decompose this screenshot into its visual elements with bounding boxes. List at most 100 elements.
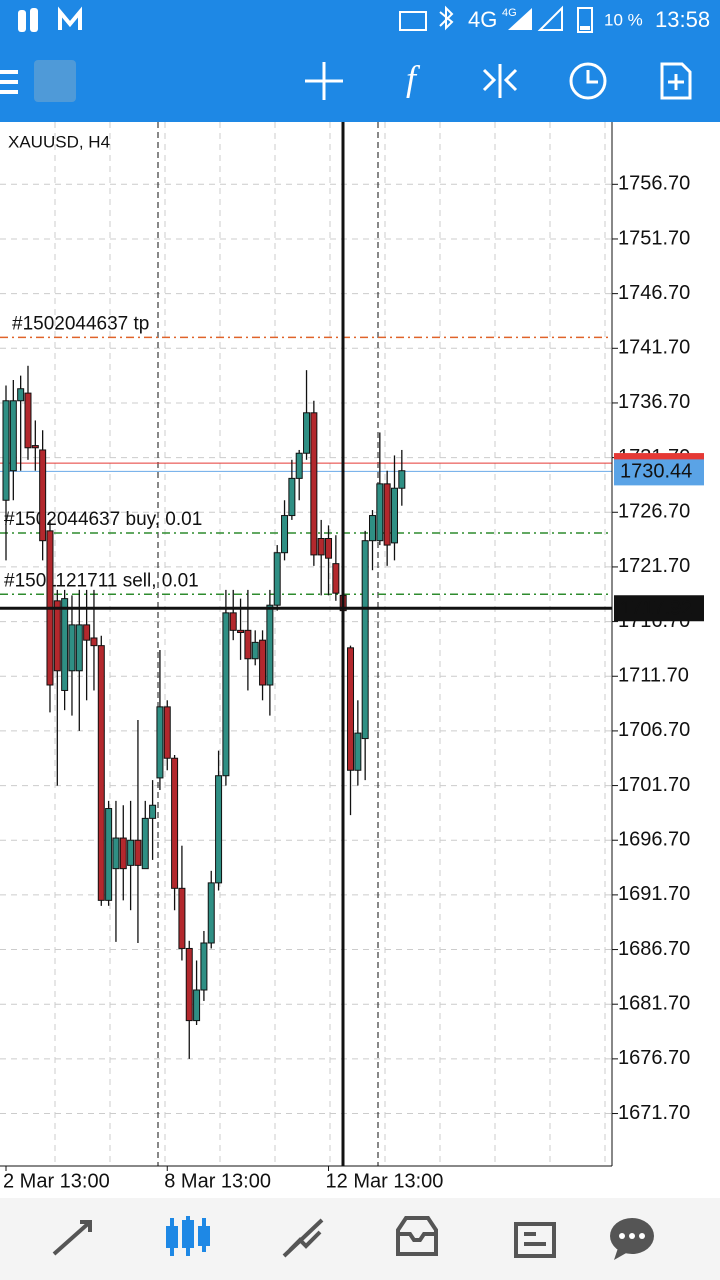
menu-button[interactable] <box>0 70 18 94</box>
x-tick-label: 8 Mar 13:00 <box>164 1170 271 1192</box>
candle-body <box>119 837 127 870</box>
candle-body <box>134 839 142 866</box>
candle-body <box>127 839 135 866</box>
candle-body <box>31 445 39 449</box>
candle-body <box>361 540 369 740</box>
candle-body <box>141 817 149 870</box>
candle-body <box>207 882 215 944</box>
clock: 13:58 <box>655 7 710 32</box>
candle-body <box>105 808 113 901</box>
plot-area <box>0 122 612 1166</box>
x-tick-label: 12 Mar 13:00 <box>326 1170 444 1192</box>
candle-body <box>163 706 171 759</box>
candle-body <box>193 989 201 1022</box>
candle-body <box>303 412 311 454</box>
nav-chat[interactable] <box>610 1218 654 1260</box>
y-tick-label: 1756.70 <box>618 173 690 195</box>
nav-history[interactable] <box>396 1216 438 1256</box>
new-order-button[interactable] <box>660 62 692 100</box>
network-badge: 4G <box>502 7 517 19</box>
crosshair-box <box>614 595 704 622</box>
chart: 1671.70 1676.70 1681.70 1686.70 1691.70 1696.… <box>0 122 704 1192</box>
candle-body <box>317 538 325 556</box>
candle-body <box>325 538 333 559</box>
candle-body <box>39 449 47 542</box>
candle-body <box>75 624 83 672</box>
candle-body <box>347 647 355 771</box>
chart-title: XAUUSD, H4 <box>8 132 110 151</box>
candle-body <box>273 552 281 606</box>
candle-body <box>97 645 105 901</box>
candle-body <box>281 515 289 554</box>
candle-body <box>83 624 91 641</box>
app-logo[interactable] <box>34 60 76 102</box>
x-tick-label: 2 Mar 13:00 <box>3 1170 110 1192</box>
bid-box <box>614 459 704 486</box>
candle-body <box>251 641 259 660</box>
bottom-nav <box>0 1198 720 1280</box>
candle-body <box>185 947 193 1022</box>
candle-body <box>310 412 318 556</box>
objects-button[interactable] <box>482 64 518 98</box>
y-tick-label: 1691.70 <box>618 883 690 905</box>
y-tick-label: 1681.70 <box>618 992 690 1014</box>
candle-body <box>383 483 391 546</box>
order-label: #1501121711 sell, 0.01 <box>4 570 199 591</box>
network: 4G <box>468 7 497 32</box>
y-tick-label: 1751.70 <box>618 227 690 249</box>
candle-body <box>332 563 340 594</box>
candle-body <box>215 775 223 884</box>
candle-body <box>9 400 17 472</box>
candle-body <box>259 639 267 686</box>
candle-body <box>178 887 186 949</box>
y-tick-label: 1701.70 <box>618 774 690 796</box>
candle-body <box>266 604 274 686</box>
y-tick-label: 1736.70 <box>618 391 690 413</box>
bid-price-label: 1730.44 <box>620 461 692 483</box>
y-tick-label: 1741.70 <box>618 337 690 359</box>
candle-body <box>244 629 252 660</box>
y-tick-label: 1726.70 <box>618 501 690 523</box>
candle-body <box>222 612 230 777</box>
candle-body <box>295 452 303 479</box>
period-button[interactable] <box>569 62 607 100</box>
y-tick-label: 1746.70 <box>618 282 690 304</box>
y-tick-label: 1696.70 <box>618 829 690 851</box>
candle-body <box>354 732 362 771</box>
candle-body <box>24 392 32 449</box>
candle-body <box>53 600 61 672</box>
nav-news[interactable] <box>514 1222 556 1258</box>
crosshair-button[interactable] <box>305 62 343 100</box>
candle-body <box>171 757 179 889</box>
candle-body <box>390 487 398 544</box>
candle-body <box>149 804 157 819</box>
crosshair-price-label: 1717.92 <box>620 598 692 620</box>
nav-quotes[interactable] <box>52 1220 92 1256</box>
candle-body <box>398 470 406 489</box>
candle-body <box>376 483 384 542</box>
y-tick-label: 1676.70 <box>618 1047 690 1069</box>
order-label: #1502044637 tp <box>12 313 149 334</box>
candle-body <box>237 629 245 634</box>
order-label: #1502044637 buy, 0.01 <box>4 509 202 530</box>
y-tick-label: 1686.70 <box>618 938 690 960</box>
candle-body <box>61 598 69 691</box>
app-bar <box>0 0 720 122</box>
y-tick-label: 1721.70 <box>618 555 690 577</box>
candle-body <box>288 477 296 517</box>
candle-body <box>200 942 208 991</box>
candle-body <box>156 706 164 779</box>
candle-body <box>68 624 76 672</box>
y-tick-label: 1671.70 <box>618 1102 690 1124</box>
candle-body <box>90 637 98 647</box>
candle-body <box>229 612 237 631</box>
candle-body <box>112 837 120 870</box>
nav-chart[interactable] <box>166 1216 210 1256</box>
nav-trade[interactable] <box>282 1218 324 1258</box>
y-tick-label: 1711.70 <box>618 665 689 687</box>
battery: 10 % <box>604 10 643 29</box>
y-tick-label: 1706.70 <box>618 719 690 741</box>
status-icons <box>18 5 593 33</box>
